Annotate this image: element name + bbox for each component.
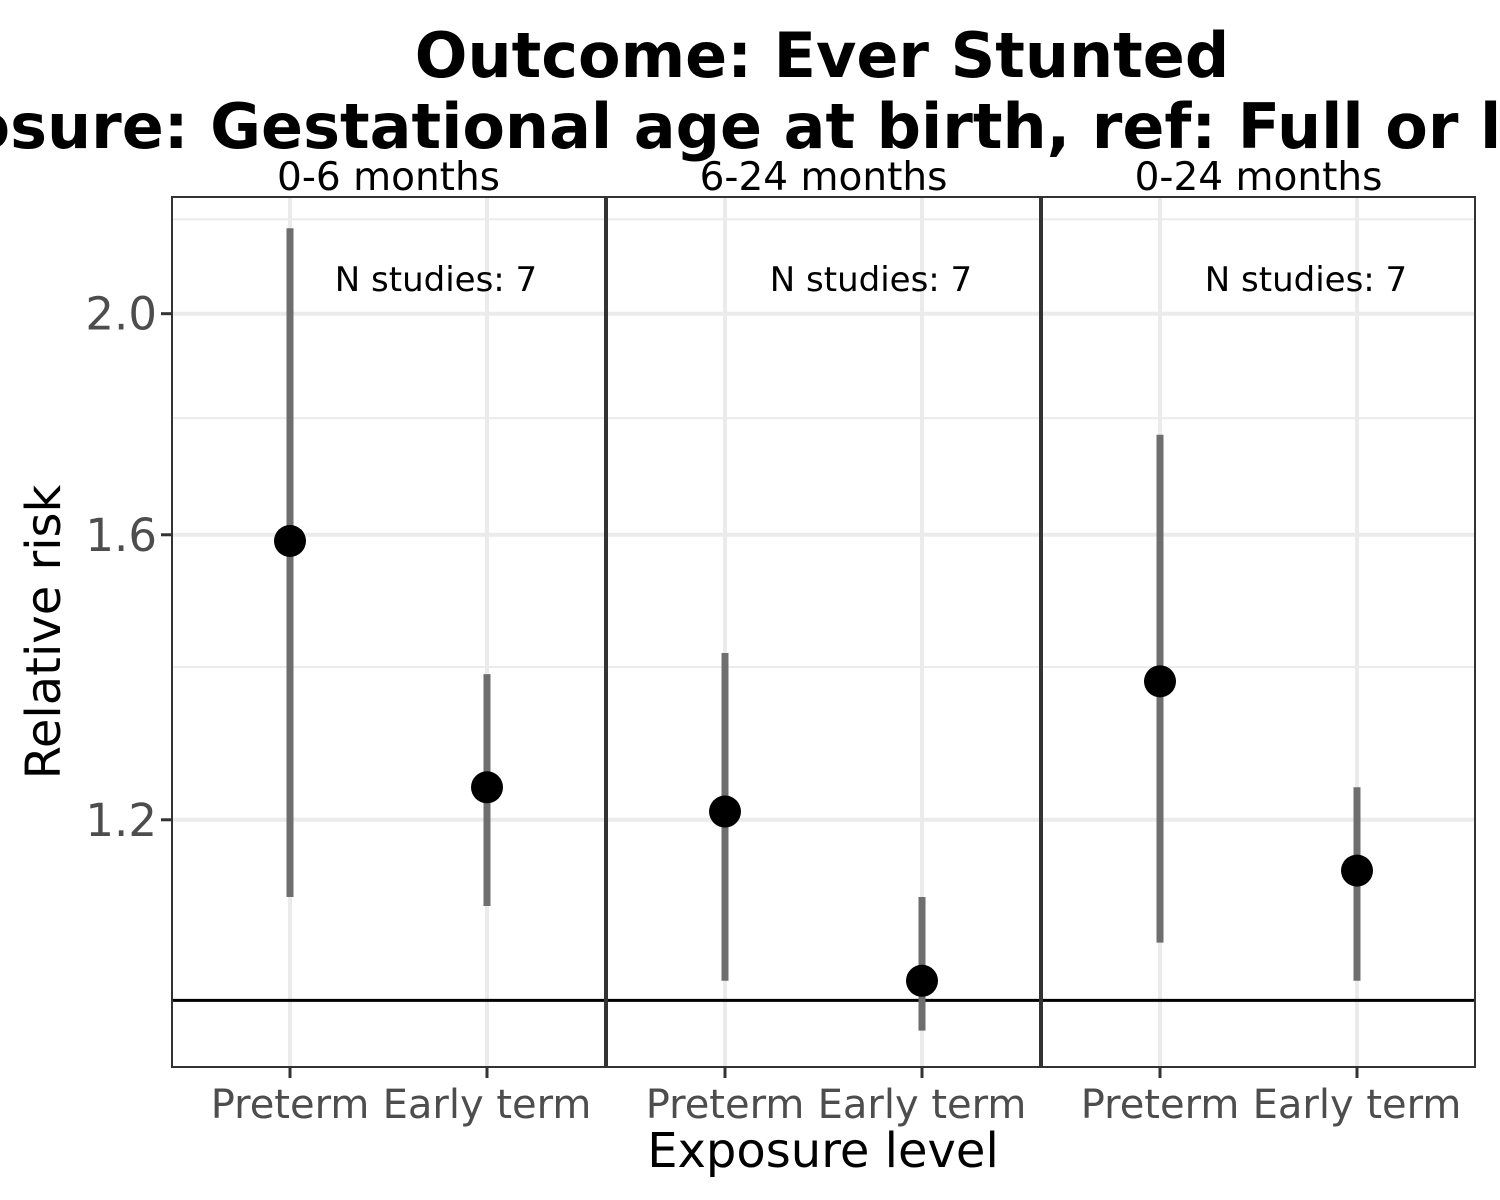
point-estimate xyxy=(906,964,938,997)
facet-label: 0-24 months xyxy=(1135,155,1383,200)
x-tick-label: Preterm xyxy=(211,1082,370,1128)
n-studies-annotation: N studies: 7 xyxy=(335,260,537,300)
panel-background xyxy=(172,197,605,1067)
y-tick-label: 1.2 xyxy=(85,794,157,847)
point-estimate xyxy=(1144,665,1176,698)
y-tick-label: 1.6 xyxy=(85,509,157,562)
point-estimate xyxy=(1341,854,1373,887)
x-tick-label: Early term xyxy=(818,1082,1027,1128)
panel-background xyxy=(607,197,1040,1067)
x-tick-label: Preterm xyxy=(1081,1082,1240,1128)
x-tick-label: Preterm xyxy=(646,1082,805,1128)
y-axis-title: Relative risk xyxy=(16,484,72,779)
panel-border xyxy=(606,196,1041,1068)
title-line-2: Exposure: Gestational age at birth, ref:… xyxy=(0,90,1500,163)
title-line-1: Outcome: Ever Stunted xyxy=(415,19,1229,92)
y-axis: 1.2 1.6 2.0 xyxy=(85,288,172,847)
facet-label: 6-24 months xyxy=(700,155,948,200)
facet-label: 0-6 months xyxy=(277,155,500,200)
panel-border xyxy=(171,196,606,1068)
x-axis-title: Exposure level xyxy=(647,1123,999,1179)
point-estimate xyxy=(274,524,306,557)
panel-3: N studies: 7 0-24 months Preterm Early term xyxy=(1041,155,1476,1128)
chart-title: Outcome: Ever Stunted Exposure: Gestatio… xyxy=(0,19,1500,163)
x-tick-label: Early term xyxy=(1253,1082,1462,1128)
point-estimate xyxy=(709,795,741,828)
n-studies-annotation: N studies: 7 xyxy=(770,260,972,300)
x-tick-label: Early term xyxy=(383,1082,592,1128)
panel-border xyxy=(1041,196,1476,1068)
panel-background xyxy=(1042,197,1475,1067)
panel-2: N studies: 7 6-24 months Preterm Early term xyxy=(606,155,1041,1128)
n-studies-annotation: N studies: 7 xyxy=(1205,260,1407,300)
y-tick-label: 2.0 xyxy=(85,288,157,341)
point-estimate xyxy=(471,771,503,804)
panel-1: N studies: 7 0-6 months Preterm Early term xyxy=(171,155,606,1128)
